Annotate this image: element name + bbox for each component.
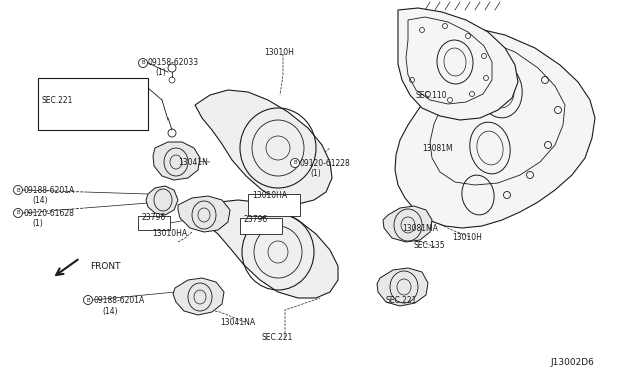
Bar (38, 78, 148, 130)
Circle shape (138, 58, 147, 67)
Polygon shape (173, 278, 224, 315)
Text: 09120-61628: 09120-61628 (24, 209, 75, 218)
Text: SEC.221: SEC.221 (262, 333, 293, 342)
Circle shape (13, 208, 22, 218)
Bar (138, 216, 170, 230)
Text: 13010HA: 13010HA (152, 229, 187, 238)
Text: 13010HA: 13010HA (252, 191, 287, 200)
Text: 13081M: 13081M (422, 144, 452, 153)
Text: SEC.221: SEC.221 (42, 96, 74, 105)
Text: 13010H: 13010H (452, 233, 482, 242)
Polygon shape (192, 200, 338, 298)
Text: (1): (1) (310, 169, 321, 178)
Text: 09188-6201A: 09188-6201A (24, 186, 76, 195)
Text: SEC.110: SEC.110 (415, 91, 447, 100)
Circle shape (13, 186, 22, 195)
Text: B: B (16, 187, 20, 192)
Text: J13002D6: J13002D6 (550, 358, 594, 367)
Text: 09158-62033: 09158-62033 (148, 58, 199, 67)
Text: B: B (16, 211, 20, 215)
Text: (14): (14) (32, 196, 47, 205)
Bar (240, 218, 282, 234)
Text: B: B (141, 61, 145, 65)
Polygon shape (146, 186, 178, 215)
Text: B: B (86, 298, 90, 302)
Text: (1): (1) (155, 68, 166, 77)
Polygon shape (398, 8, 518, 120)
Text: 23796: 23796 (142, 213, 166, 222)
Circle shape (291, 158, 300, 167)
Text: 09120-61228: 09120-61228 (300, 159, 351, 168)
Text: SEC.135: SEC.135 (414, 241, 445, 250)
Text: B: B (293, 160, 297, 166)
Text: SEC.221: SEC.221 (385, 296, 417, 305)
Text: (14): (14) (102, 307, 118, 316)
Polygon shape (383, 206, 432, 242)
Polygon shape (395, 25, 595, 228)
Circle shape (83, 295, 93, 305)
Polygon shape (178, 196, 230, 232)
Text: 13081MA: 13081MA (402, 224, 438, 233)
Text: 09188-6201A: 09188-6201A (94, 296, 145, 305)
Bar (248, 194, 300, 216)
Text: FRONT: FRONT (90, 262, 120, 271)
Text: 13041NA: 13041NA (220, 318, 255, 327)
Text: (1): (1) (32, 219, 43, 228)
Text: 13010H: 13010H (264, 48, 294, 57)
Text: 13041N: 13041N (178, 158, 208, 167)
Polygon shape (195, 90, 332, 204)
Polygon shape (153, 142, 200, 180)
Text: 23796: 23796 (244, 215, 268, 224)
Polygon shape (377, 268, 428, 306)
